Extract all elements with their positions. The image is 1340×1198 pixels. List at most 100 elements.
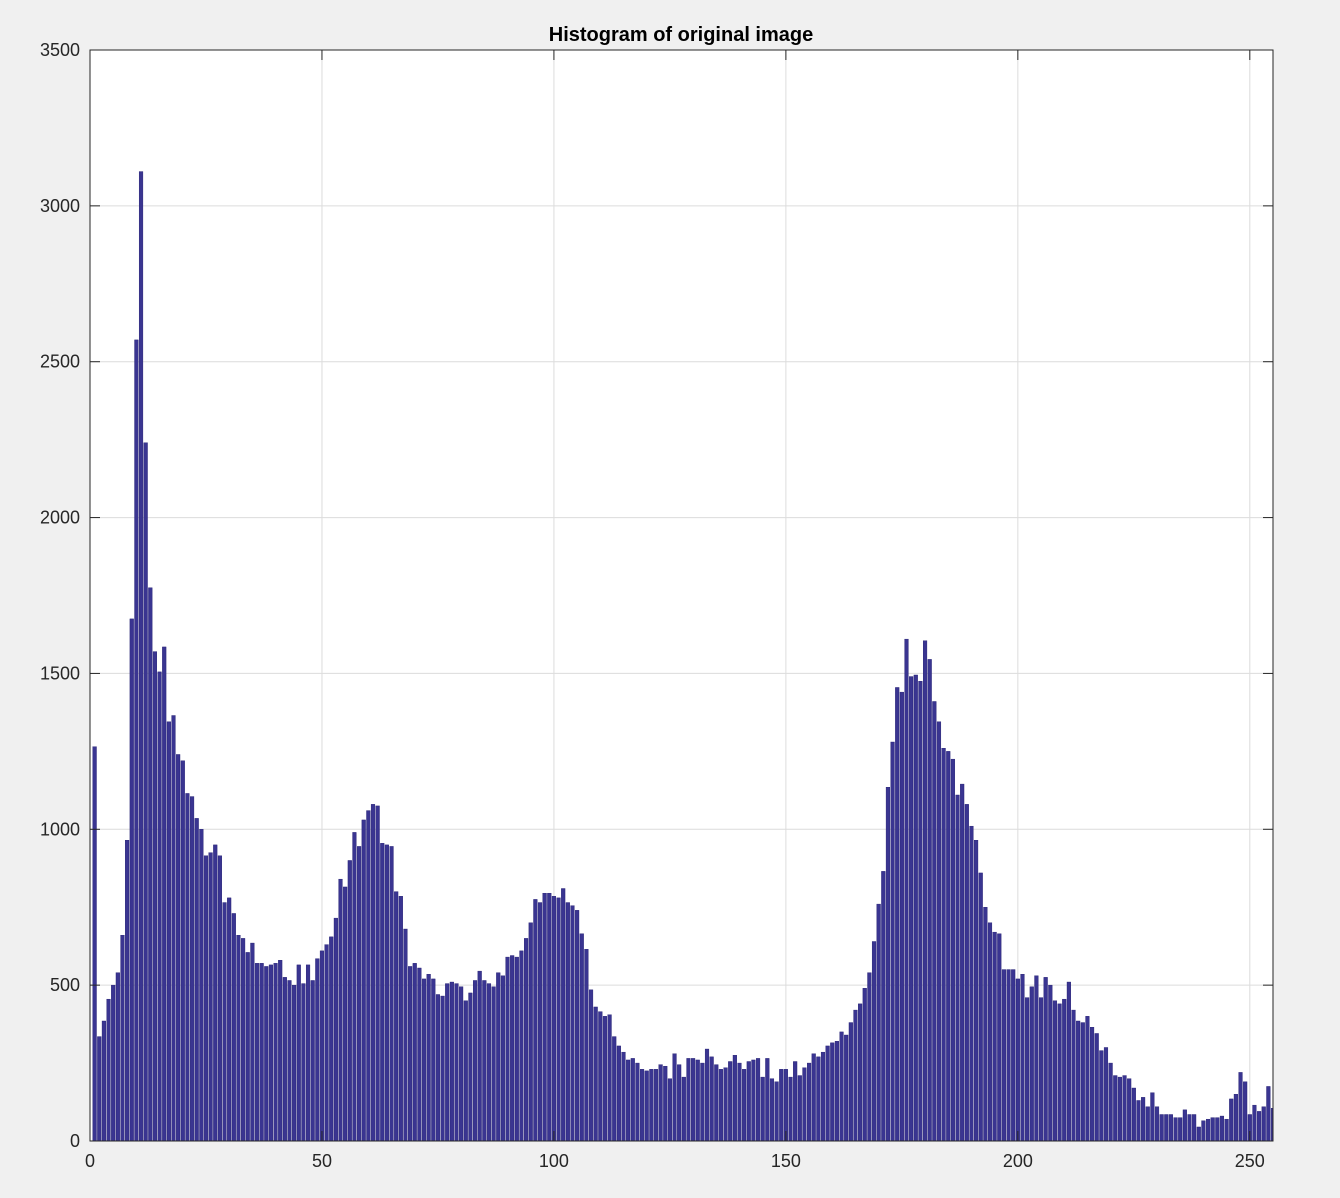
histogram-bar: [746, 1061, 751, 1142]
histogram-bar: [1090, 1027, 1095, 1142]
histogram-bar: [718, 1069, 723, 1142]
histogram-bar: [1048, 984, 1053, 1142]
histogram-bar: [1187, 1114, 1192, 1142]
histogram-bar: [969, 825, 974, 1142]
histogram-bar: [440, 995, 445, 1142]
histogram-bar: [1252, 1104, 1257, 1142]
histogram-bar: [180, 760, 185, 1142]
histogram-bar: [101, 1020, 106, 1142]
histogram-bar: [547, 892, 552, 1142]
histogram-bar: [162, 646, 167, 1142]
y-tick-label: 500: [50, 975, 80, 995]
histogram-bar: [723, 1067, 728, 1142]
histogram-bar: [486, 983, 492, 1142]
histogram-bar: [449, 981, 454, 1142]
histogram-bar: [686, 1058, 691, 1142]
histogram-bar: [282, 977, 287, 1142]
histogram-bar: [769, 1078, 775, 1142]
histogram-bar: [691, 1058, 696, 1142]
histogram-bar: [533, 899, 538, 1142]
histogram-bar: [473, 980, 478, 1142]
histogram-bar: [519, 950, 524, 1142]
histogram-bar: [1261, 1106, 1266, 1142]
histogram-bar: [978, 872, 983, 1142]
histogram-bar: [347, 860, 352, 1142]
histogram-bar: [199, 829, 204, 1142]
histogram-bar: [319, 950, 325, 1142]
histogram-bar: [333, 917, 338, 1142]
histogram-bar: [190, 796, 195, 1142]
histogram-bar: [1043, 977, 1048, 1142]
histogram-bar: [1164, 1114, 1169, 1142]
histogram-bar: [482, 980, 487, 1142]
histogram-bar: [352, 832, 357, 1142]
histogram-bar: [593, 1006, 598, 1142]
histogram-bar: [1201, 1120, 1206, 1142]
histogram-bar: [621, 1051, 626, 1142]
histogram-bar: [844, 1034, 849, 1142]
histogram-bar: [695, 1059, 700, 1142]
histogram-bar: [644, 1070, 649, 1142]
histogram-bar: [426, 974, 431, 1142]
histogram-bar: [1066, 981, 1071, 1142]
histogram-bar: [1108, 1062, 1113, 1142]
histogram-bar: [301, 983, 306, 1142]
histogram-bar: [714, 1064, 719, 1142]
histogram-bar: [565, 902, 570, 1142]
histogram-bar: [1243, 1081, 1248, 1142]
histogram-bar: [403, 928, 408, 1142]
histogram-bar: [245, 952, 250, 1142]
histogram-bar: [1038, 997, 1044, 1142]
histogram-bar: [1192, 1114, 1197, 1142]
histogram-bar: [742, 1069, 747, 1142]
histogram-bar: [672, 1053, 677, 1142]
histogram-bar: [468, 992, 473, 1142]
histogram-bar: [941, 748, 946, 1142]
histogram-bar: [1020, 974, 1025, 1142]
histogram-bar: [575, 910, 580, 1142]
histogram-bar: [816, 1056, 821, 1142]
histogram-bar: [635, 1062, 640, 1142]
histogram-bar: [1011, 969, 1016, 1142]
histogram-bar: [788, 1076, 793, 1142]
histogram-bar: [273, 963, 278, 1142]
histogram-bar: [264, 966, 269, 1142]
histogram-bar: [324, 944, 329, 1142]
histogram-bar: [839, 1031, 844, 1142]
histogram-bar: [236, 935, 241, 1142]
histogram-bar: [904, 638, 909, 1142]
x-tick-label: 200: [1003, 1151, 1033, 1171]
histogram-bar: [1173, 1117, 1178, 1142]
histogram-bar: [853, 1009, 858, 1142]
x-tick-label: 250: [1235, 1151, 1265, 1171]
histogram-bar: [97, 1036, 102, 1142]
histogram-bar: [992, 931, 997, 1142]
histogram-bar: [607, 1014, 612, 1142]
histogram-bar: [1224, 1118, 1229, 1142]
histogram-bar: [1006, 969, 1011, 1142]
histogram-bar: [932, 701, 937, 1142]
histogram-bar: [1117, 1076, 1122, 1142]
y-tick-label: 3000: [40, 196, 80, 216]
histogram-bar: [148, 587, 153, 1142]
histogram-bar: [1136, 1100, 1141, 1142]
histogram-bar: [765, 1058, 770, 1142]
histogram-bar: [862, 988, 867, 1142]
histogram-bar: [1094, 1033, 1099, 1142]
histogram-bar: [1062, 998, 1067, 1142]
histogram-bar: [278, 960, 283, 1142]
histogram-bar: [231, 913, 236, 1142]
histogram-bar: [185, 793, 190, 1142]
histogram-bar: [630, 1058, 635, 1142]
histogram-bar: [329, 936, 334, 1142]
histogram-bar: [1057, 1003, 1062, 1142]
histogram-bar: [909, 676, 914, 1142]
histogram-bar: [974, 840, 979, 1142]
histogram-bar: [384, 844, 389, 1142]
histogram-bar: [338, 878, 343, 1142]
histogram-bar: [1127, 1078, 1132, 1142]
histogram-bar: [375, 805, 380, 1142]
histogram-bar: [649, 1069, 654, 1142]
histogram-bar: [217, 855, 222, 1142]
histogram-bar: [287, 980, 292, 1142]
